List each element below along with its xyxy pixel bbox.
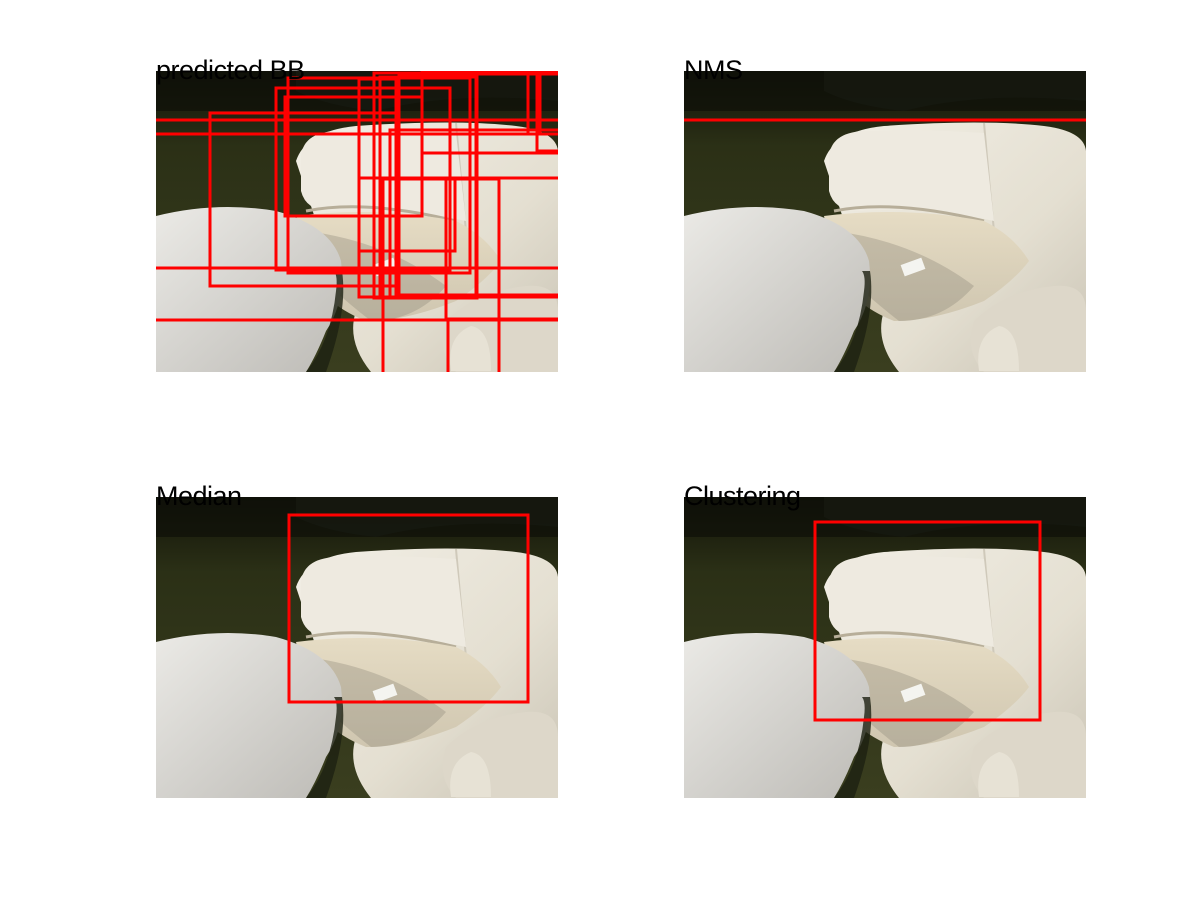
panel-title: predicted BB bbox=[156, 55, 305, 85]
bounding-boxes bbox=[684, 118, 1086, 122]
panel-title: NMS bbox=[684, 55, 743, 85]
bbox bbox=[381, 177, 501, 372]
bbox bbox=[444, 176, 558, 321]
bounding-boxes bbox=[287, 513, 530, 704]
bounding-boxes bbox=[156, 71, 558, 372]
bbox bbox=[388, 128, 558, 299]
panel-clustering: Clustering bbox=[684, 483, 1086, 798]
bbox bbox=[287, 513, 530, 704]
bbox bbox=[283, 95, 424, 218]
bbox bbox=[397, 72, 558, 297]
bbox bbox=[156, 132, 558, 270]
bbox bbox=[446, 317, 558, 372]
bbox bbox=[526, 71, 542, 136]
panel-nms: NMS bbox=[684, 57, 1086, 372]
panel-predicted-bb: predicted BB bbox=[156, 57, 558, 372]
bbox bbox=[535, 71, 558, 153]
bbox bbox=[208, 111, 398, 288]
bbox bbox=[420, 71, 558, 155]
bbox bbox=[813, 520, 1042, 722]
bounding-boxes bbox=[813, 520, 1042, 722]
panel-median: Median bbox=[156, 483, 558, 798]
panel-title: Median bbox=[156, 481, 242, 511]
bbox bbox=[156, 118, 558, 322]
panel-title: Clustering bbox=[684, 481, 801, 511]
